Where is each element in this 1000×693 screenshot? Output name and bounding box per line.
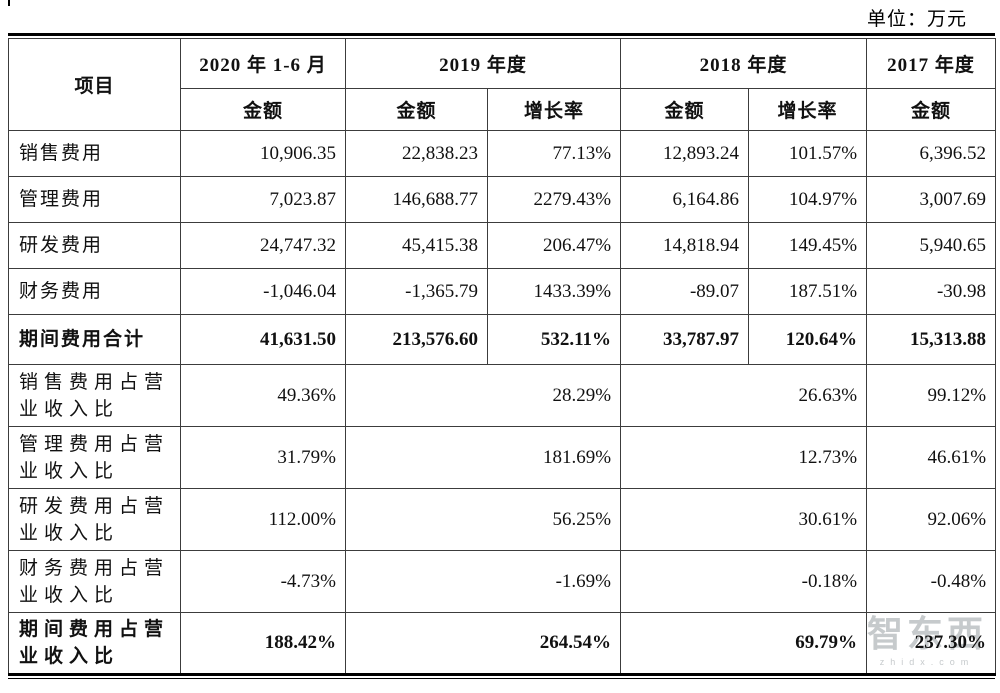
- header-2018: 2018 年度: [620, 38, 868, 89]
- cell-2020-amount: -4.73%: [180, 550, 346, 613]
- row-label-cell: 研发费用: [8, 222, 181, 269]
- cell-2020-amount: 49.36%: [180, 364, 346, 427]
- cell-2019-value: 181.69%: [344, 426, 622, 489]
- table-row: 研发费用占营业收入比 112.00% 56.25% 30.61% 92.06%: [8, 488, 997, 551]
- cell-2018-amount: 33,787.97: [620, 314, 750, 365]
- row-label-cell: 财务费用占营业收入比: [8, 550, 181, 613]
- table-row: 研发费用 24,747.32 45,415.38 206.47% 14,818.94 14…: [8, 222, 997, 269]
- table-edge-tick: [8, 0, 10, 6]
- cell-2019-value: 56.25%: [344, 488, 622, 551]
- header-2017: 2017 年度: [866, 38, 997, 89]
- row-label-cell: 研发费用占营业收入比: [8, 488, 181, 551]
- row-label-cell: 期间费用占营业收入比: [8, 612, 181, 675]
- cell-2018-growth: 149.45%: [748, 222, 868, 269]
- cell-2020-amount: 188.42%: [180, 612, 346, 675]
- row-label: 期间费用占营业收入比: [19, 619, 170, 667]
- table-row: 财务费用 -1,046.04 -1,365.79 1433.39% -89.07 187.…: [8, 268, 997, 315]
- table-row: 销售费用占营业收入比 49.36% 28.29% 26.63% 99.12%: [8, 364, 997, 427]
- cell-2018-growth: 104.97%: [748, 176, 868, 223]
- header-2020: 2020 年 1-6 月: [180, 38, 346, 89]
- cell-2018-growth: 101.57%: [748, 130, 868, 177]
- table-row: 管理费用占营业收入比 31.79% 181.69% 12.73% 46.61%: [8, 426, 997, 489]
- cell-2020-amount: 7,023.87: [180, 176, 346, 223]
- cell-2019-value: 28.29%: [344, 364, 622, 427]
- header-2019: 2019 年度: [344, 38, 622, 89]
- header-row-periods: 项目 2020 年 1-6 月 2019 年度 2018 年度 2017 年度: [8, 38, 997, 131]
- cell-2017-amount: 15,313.88: [866, 314, 997, 365]
- cell-2018-amount: 12,893.24: [620, 130, 750, 177]
- header-2020-amount: 金额: [180, 88, 346, 131]
- row-label: 财务费用占营业收入比: [19, 557, 170, 606]
- cell-2017-amount: 3,007.69: [866, 176, 997, 223]
- cell-2018-amount: 14,818.94: [620, 222, 750, 269]
- cell-2019-amount: 22,838.23: [345, 130, 488, 177]
- header-item: 项目: [8, 38, 181, 131]
- table-row: 期间费用合计 41,631.50 213,576.60 532.11% 33,787.9…: [8, 314, 997, 365]
- cell-2018-value: -0.18%: [620, 550, 868, 613]
- header-2018-amount: 金额: [620, 88, 750, 131]
- row-label-cell: 销售费用: [8, 130, 181, 177]
- cell-2017-amount: -0.48%: [866, 550, 997, 613]
- row-label-cell: 管理费用: [8, 176, 181, 223]
- cell-2019-growth: 1433.39%: [486, 268, 622, 315]
- cell-2019-growth: 2279.43%: [486, 176, 622, 223]
- cell-2019-growth: 77.13%: [486, 130, 622, 177]
- header-2019-amount: 金额: [345, 88, 488, 131]
- header-2019-growth: 增长率: [486, 88, 622, 131]
- cell-2018-growth: 120.64%: [748, 314, 868, 365]
- cell-2020-amount: 10,906.35: [180, 130, 346, 177]
- cell-2019-value: 264.54%: [344, 612, 622, 675]
- table-row: 期间费用占营业收入比 188.42% 264.54% 69.79% 237.30%: [8, 612, 997, 675]
- row-label-cell: 期间费用合计: [8, 314, 181, 365]
- row-label: 管理费用占营业收入比: [19, 433, 170, 482]
- header-2017-amount: 金额: [866, 88, 997, 131]
- cell-2020-amount: 41,631.50: [180, 314, 346, 365]
- row-label: 销售费用: [19, 142, 104, 164]
- row-label: 研发费用占营业收入比: [19, 495, 170, 544]
- cell-2018-value: 26.63%: [620, 364, 868, 427]
- cell-2017-amount: 92.06%: [866, 488, 997, 551]
- cell-2018-value: 12.73%: [620, 426, 868, 489]
- expense-table-wrapper: 项目 2020 年 1-6 月 2019 年度 2018 年度 2017 年度 …: [8, 33, 997, 679]
- row-label: 研发费用: [19, 234, 104, 256]
- cell-2018-value: 30.61%: [620, 488, 868, 551]
- cell-2020-amount: 31.79%: [180, 426, 346, 489]
- row-label-cell: 销售费用占营业收入比: [8, 364, 181, 427]
- row-label-cell: 管理费用占营业收入比: [8, 426, 181, 489]
- table-row: 财务费用占营业收入比 -4.73% -1.69% -0.18% -0.48%: [8, 550, 997, 613]
- row-label: 销售费用占营业收入比: [19, 371, 170, 420]
- cell-2018-value: 69.79%: [620, 612, 868, 675]
- row-label: 期间费用合计: [19, 328, 146, 350]
- cell-2019-growth: 532.11%: [486, 314, 622, 365]
- cell-2019-amount: 45,415.38: [345, 222, 488, 269]
- row-label: 管理费用: [19, 188, 104, 210]
- cell-2019-value: -1.69%: [344, 550, 622, 613]
- cell-2018-amount: -89.07: [620, 268, 750, 315]
- row-label: 财务费用: [19, 280, 104, 302]
- cell-2017-amount: 237.30%: [866, 612, 997, 675]
- cell-2020-amount: 112.00%: [180, 488, 346, 551]
- cell-2018-amount: 6,164.86: [620, 176, 750, 223]
- header-2018-growth: 增长率: [748, 88, 868, 131]
- cell-2019-amount: 213,576.60: [345, 314, 488, 365]
- expense-table: 项目 2020 年 1-6 月 2019 年度 2018 年度 2017 年度 …: [8, 38, 997, 676]
- header-row-measures: 金额 金额 增长率 金额 增长率 金额: [9, 88, 997, 131]
- cell-2020-amount: 24,747.32: [180, 222, 346, 269]
- cell-2017-amount: -30.98: [866, 268, 997, 315]
- table-body: 销售费用 10,906.35 22,838.23 77.13% 12,893.24 101…: [8, 130, 997, 675]
- cell-2017-amount: 46.61%: [866, 426, 997, 489]
- table-row: 管理费用 7,023.87 146,688.77 2279.43% 6,164.86 10…: [8, 176, 997, 223]
- unit-label: 单位：万元: [866, 9, 967, 30]
- cell-2018-growth: 187.51%: [748, 268, 868, 315]
- cell-2019-amount: 146,688.77: [345, 176, 488, 223]
- cell-2017-amount: 99.12%: [866, 364, 997, 427]
- table-row: 销售费用 10,906.35 22,838.23 77.13% 12,893.24 101…: [8, 130, 997, 177]
- row-label-cell: 财务费用: [8, 268, 181, 315]
- cell-2019-amount: -1,365.79: [345, 268, 488, 315]
- cell-2020-amount: -1,046.04: [180, 268, 346, 315]
- table-header: 项目 2020 年 1-6 月 2019 年度 2018 年度 2017 年度 …: [8, 38, 997, 131]
- cell-2019-growth: 206.47%: [486, 222, 622, 269]
- cell-2017-amount: 6,396.52: [866, 130, 997, 177]
- cell-2017-amount: 5,940.65: [866, 222, 997, 269]
